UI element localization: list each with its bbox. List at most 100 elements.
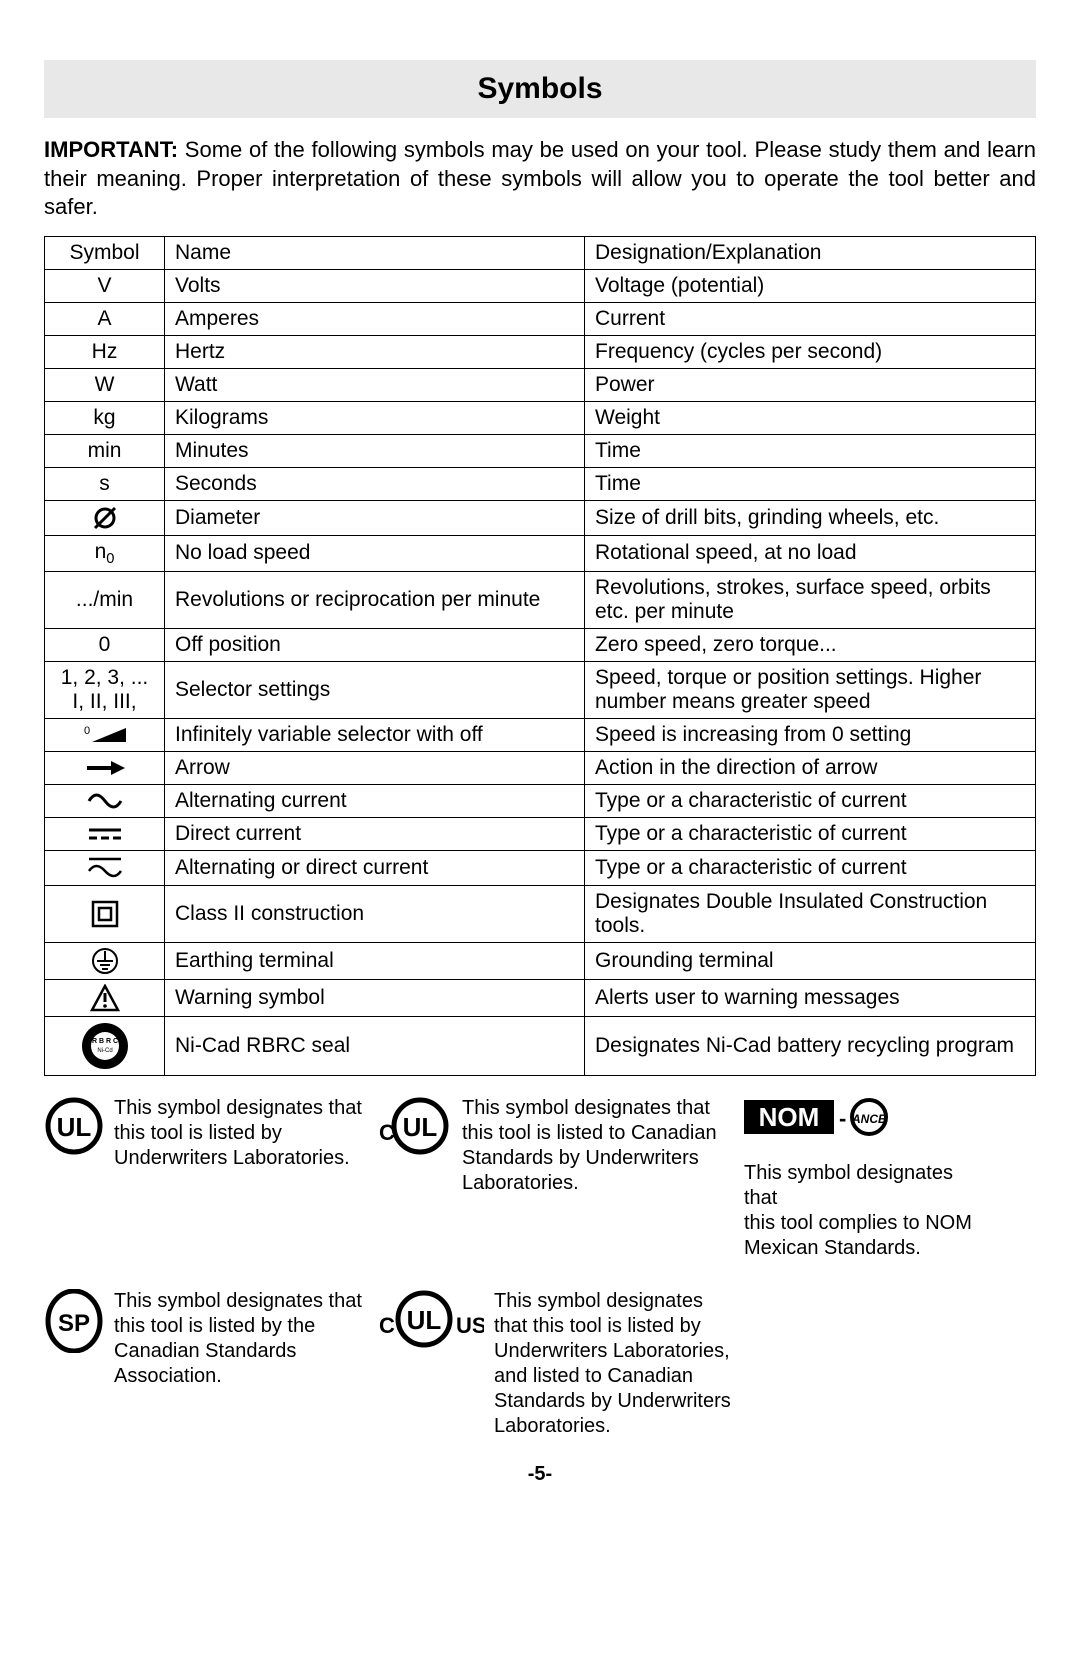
- symbol-cell: kg: [45, 401, 165, 434]
- table-row: WWattPower: [45, 368, 1036, 401]
- symbol-cell: [45, 942, 165, 979]
- symbol-cell: [45, 979, 165, 1016]
- intro-rest: Some of the following symbols may be use…: [44, 137, 1036, 219]
- title-bar: Symbols: [44, 60, 1036, 118]
- table-row: n0No load speedRotational speed, at no l…: [45, 535, 1036, 571]
- name-cell: Ni-Cad RBRC seal: [165, 1016, 585, 1075]
- desc-cell: Designates Ni-Cad battery recycling prog…: [585, 1016, 1036, 1075]
- svg-text:0: 0: [84, 725, 90, 737]
- svg-text:NOM: NOM: [759, 1102, 820, 1132]
- table-row: 0Off positionZero speed, zero torque...: [45, 628, 1036, 661]
- symbol-cell: [45, 500, 165, 535]
- desc-cell: Voltage (potential): [585, 269, 1036, 302]
- svg-text:US: US: [456, 1313, 484, 1338]
- name-cell: Hertz: [165, 335, 585, 368]
- symbol-cell: 1, 2, 3, ...I, II, III,: [45, 661, 165, 718]
- ul-icon: UL: [44, 1096, 104, 1163]
- symbol-cell: [45, 850, 165, 885]
- name-cell: Minutes: [165, 434, 585, 467]
- page-title: Symbols: [44, 72, 1036, 106]
- symbol-cell: 0: [45, 718, 165, 751]
- name-cell: Warning symbol: [165, 979, 585, 1016]
- svg-text:UL: UL: [407, 1305, 442, 1335]
- cert-culus: C UL US This symbol designates that this t…: [374, 1289, 744, 1439]
- name-cell: Kilograms: [165, 401, 585, 434]
- name-cell: Direct current: [165, 817, 585, 850]
- nom-icon: NOM-ANCE: [744, 1096, 894, 1145]
- symbol-cell: Hz: [45, 335, 165, 368]
- symbol-cell: min: [45, 434, 165, 467]
- symbol-cell: R B R C Ni-Cd: [45, 1016, 165, 1075]
- name-cell: Amperes: [165, 302, 585, 335]
- name-cell: Selector settings: [165, 661, 585, 718]
- symbol-cell: [45, 817, 165, 850]
- desc-cell: Time: [585, 467, 1036, 500]
- svg-text:C: C: [379, 1313, 395, 1338]
- table-row: Alternating currentType or a characteris…: [45, 784, 1036, 817]
- col-desc: Designation/Explanation: [585, 236, 1036, 269]
- table-row: minMinutesTime: [45, 434, 1036, 467]
- cert-nom: NOM-ANCE This symbol designates that thi…: [744, 1096, 994, 1261]
- symbol-cell: s: [45, 467, 165, 500]
- symbol-cell: [45, 784, 165, 817]
- name-cell: Infinitely variable selector with off: [165, 718, 585, 751]
- table-row: Class II constructionDesignates Double I…: [45, 885, 1036, 942]
- table-header-row: Symbol Name Designation/Explanation: [45, 236, 1036, 269]
- cert-culus-text: This symbol designates that this tool is…: [494, 1289, 732, 1439]
- svg-text:SP: SP: [58, 1310, 90, 1337]
- name-cell: Watt: [165, 368, 585, 401]
- certifications-row1: UL This symbol designates that this tool…: [44, 1096, 1036, 1261]
- desc-cell: Zero speed, zero torque...: [585, 628, 1036, 661]
- table-row: Earthing terminalGrounding terminal: [45, 942, 1036, 979]
- cert-cul-text: This symbol designates that this tool is…: [462, 1096, 732, 1196]
- table-row: ArrowAction in the direction of arrow: [45, 751, 1036, 784]
- symbol-cell: 0: [45, 628, 165, 661]
- table-row: .../minRevolutions or reciprocation per …: [45, 571, 1036, 628]
- cert-nom-text: This symbol designates that this tool co…: [744, 1161, 982, 1261]
- cert-ul: UL This symbol designates that this tool…: [44, 1096, 374, 1261]
- symbol-cell: [45, 885, 165, 942]
- table-row: 0Infinitely variable selector with offSp…: [45, 718, 1036, 751]
- desc-cell: Action in the direction of arrow: [585, 751, 1036, 784]
- svg-text:UL: UL: [57, 1112, 92, 1142]
- symbol-cell: W: [45, 368, 165, 401]
- svg-text:Ni-Cd: Ni-Cd: [97, 1048, 112, 1054]
- page-number: -5-: [44, 1463, 1036, 1486]
- cert-ul-text: This symbol designates that this tool is…: [114, 1096, 362, 1171]
- name-cell: Off position: [165, 628, 585, 661]
- table-row: AAmperesCurrent: [45, 302, 1036, 335]
- intro-bold: IMPORTANT:: [44, 137, 178, 162]
- desc-cell: Power: [585, 368, 1036, 401]
- name-cell: Class II construction: [165, 885, 585, 942]
- desc-cell: Alerts user to warning messages: [585, 979, 1036, 1016]
- desc-cell: Type or a characteristic of current: [585, 850, 1036, 885]
- symbol-cell: n0: [45, 535, 165, 571]
- table-row: 1, 2, 3, ...I, II, III,Selector settings…: [45, 661, 1036, 718]
- cert-cul: CUL This symbol designates that this too…: [374, 1096, 744, 1261]
- document-page: Symbols IMPORTANT: Some of the following…: [0, 0, 1080, 1526]
- intro-paragraph: IMPORTANT: Some of the following symbols…: [44, 136, 1036, 222]
- desc-cell: Current: [585, 302, 1036, 335]
- table-row: sSecondsTime: [45, 467, 1036, 500]
- table-row: DiameterSize of drill bits, grinding whe…: [45, 500, 1036, 535]
- table-row: Warning symbolAlerts user to warning mes…: [45, 979, 1036, 1016]
- desc-cell: Frequency (cycles per second): [585, 335, 1036, 368]
- svg-text:R B R C: R B R C: [91, 1038, 117, 1045]
- svg-text:-: -: [839, 1106, 846, 1131]
- table-row: Alternating or direct currentType or a c…: [45, 850, 1036, 885]
- name-cell: Seconds: [165, 467, 585, 500]
- symbols-table: Symbol Name Designation/Explanation VVol…: [44, 236, 1036, 1076]
- table-row: kgKilogramsWeight: [45, 401, 1036, 434]
- desc-cell: Rotational speed, at no load: [585, 535, 1036, 571]
- desc-cell: Time: [585, 434, 1036, 467]
- col-symbol: Symbol: [45, 236, 165, 269]
- desc-cell: Type or a characteristic of current: [585, 817, 1036, 850]
- table-row: R B R C Ni-Cd Ni-Cad RBRC sealDesignates N…: [45, 1016, 1036, 1075]
- desc-cell: Revolutions, strokes, surface speed, orb…: [585, 571, 1036, 628]
- symbol-cell: A: [45, 302, 165, 335]
- desc-cell: Speed, torque or position settings. High…: [585, 661, 1036, 718]
- name-cell: Alternating or direct current: [165, 850, 585, 885]
- col-name: Name: [165, 236, 585, 269]
- desc-cell: Size of drill bits, grinding wheels, etc…: [585, 500, 1036, 535]
- symbol-cell: [45, 751, 165, 784]
